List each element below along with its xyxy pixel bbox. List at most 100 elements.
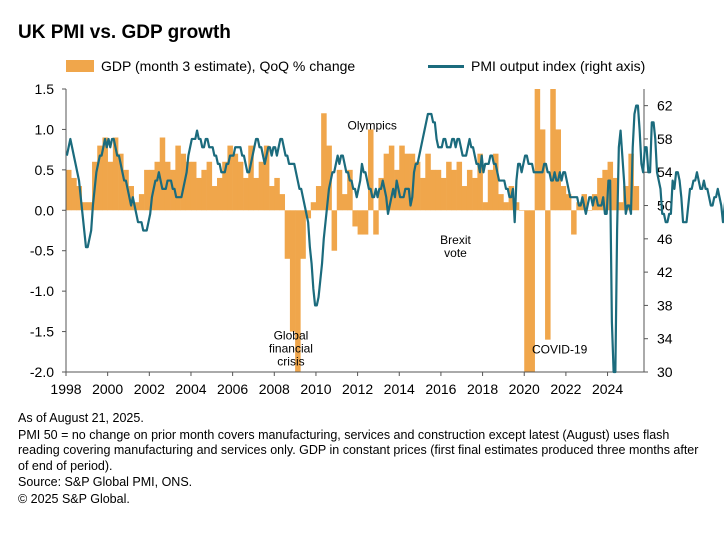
annotation-label: Global — [274, 329, 309, 343]
y-left-tick-label: 0.0 — [35, 202, 55, 218]
gdp-bar — [66, 169, 72, 211]
gdp-bars — [66, 89, 640, 372]
gdp-bar — [112, 137, 119, 211]
gdp-bar — [170, 169, 176, 211]
gdp-bar — [331, 210, 338, 251]
gdp-bar — [617, 202, 624, 211]
gdp-bar — [248, 145, 254, 211]
gdp-bar — [175, 145, 181, 211]
y-left-tick-label: 1.0 — [35, 121, 55, 137]
gdp-bar — [258, 161, 265, 211]
gdp-bar — [503, 202, 509, 211]
gdp-bar — [477, 153, 483, 211]
chart-axes: 1.51.00.50.0-0.5-1.0-1.5-2.0625854504642… — [30, 81, 673, 397]
legend-item-gdp: GDP (month 3 estimate), QoQ % change — [66, 58, 355, 74]
gdp-bar — [545, 210, 551, 340]
gdp-bar — [341, 194, 348, 211]
y-left-tick-label: -0.5 — [30, 243, 54, 259]
gdp-bar — [310, 202, 317, 211]
gdp-bar — [133, 202, 140, 211]
legend-swatch-pmi — [428, 64, 464, 68]
legend-label-pmi: PMI output index (right axis) — [471, 58, 646, 74]
gdp-bar — [430, 169, 437, 211]
gdp-bar — [597, 177, 603, 211]
legend-label-gdp: GDP (month 3 estimate), QoQ % change — [101, 58, 356, 74]
gdp-bar — [123, 169, 129, 211]
y-right-tick-label: 34 — [657, 331, 673, 347]
x-tick-label: 2004 — [175, 381, 206, 397]
gdp-bar — [456, 161, 463, 211]
x-tick-label: 2012 — [342, 381, 373, 397]
gdp-bar — [274, 177, 280, 211]
gdp-bar — [118, 153, 124, 211]
gdp-bar — [378, 177, 384, 211]
y-right-tick-label: 42 — [657, 264, 673, 280]
y-right-tick-label: 58 — [657, 131, 673, 147]
y-right-tick-label: 46 — [657, 231, 673, 247]
x-tick-label: 2020 — [509, 381, 540, 397]
gdp-bar — [326, 145, 332, 211]
annotation-label: Brexit — [440, 233, 471, 247]
gdp-bar — [591, 194, 598, 211]
gdp-bar — [446, 161, 452, 211]
gdp-bar — [399, 145, 405, 211]
gdp-bar — [571, 210, 577, 235]
gdp-bar — [86, 202, 93, 211]
gdp-bar — [149, 169, 155, 211]
pmi-line — [65, 104, 724, 374]
gdp-bar — [102, 137, 108, 211]
gdp-bar — [217, 177, 223, 211]
gdp-bar — [222, 161, 228, 211]
gdp-bar — [383, 153, 390, 211]
gdp-bar — [529, 210, 535, 372]
annotation-label: crisis — [277, 355, 304, 369]
gdp-bar — [513, 202, 520, 211]
gdp-bar — [555, 129, 561, 211]
gdp-bar — [237, 161, 244, 211]
gdp-bar — [263, 145, 270, 211]
footer-copyright: © 2025 S&P Global. — [18, 491, 130, 506]
gdp-bar — [295, 210, 301, 372]
y-right-tick-label: 38 — [657, 297, 673, 313]
gdp-bar — [461, 186, 468, 211]
annotation-label: vote — [444, 246, 467, 260]
gdp-bar — [586, 210, 593, 211]
gdp-bar — [269, 186, 275, 211]
gdp-bar — [425, 153, 431, 211]
gdp-bar — [498, 194, 504, 211]
gdp-bar — [440, 177, 447, 211]
gdp-bar — [472, 177, 478, 211]
gdp-bar — [128, 186, 134, 211]
gdp-bar — [466, 169, 473, 211]
x-tick-label: 2016 — [425, 381, 456, 397]
gdp-bar — [565, 194, 572, 211]
gdp-bar — [315, 186, 322, 211]
y-right-tick-label: 54 — [657, 164, 673, 180]
gdp-bar — [321, 113, 327, 211]
gdp-bar — [336, 169, 343, 211]
gdp-bar — [550, 89, 556, 211]
gdp-bar — [560, 186, 567, 211]
gdp-bar — [602, 169, 608, 211]
y-left-tick-label: 0.5 — [35, 162, 55, 178]
chart-title: UK PMI vs. GDP growth — [18, 22, 231, 43]
x-tick-label: 2024 — [592, 381, 623, 397]
gdp-bar — [71, 177, 77, 211]
gdp-bar — [633, 186, 640, 211]
gdp-bar — [211, 186, 218, 211]
gdp-bar — [414, 161, 421, 211]
legend-swatch-gdp — [66, 60, 94, 72]
gdp-bar — [81, 202, 88, 211]
y-left-tick-label: 1.5 — [35, 81, 55, 97]
annotation-label: financial — [269, 342, 313, 356]
gdp-bar — [206, 161, 213, 211]
gdp-bar — [373, 210, 379, 235]
footer-source: Source: S&P Global PMI, ONS. — [18, 475, 193, 489]
gdp-bar — [524, 210, 530, 372]
gdp-bar — [482, 202, 489, 211]
gdp-bar — [394, 169, 400, 211]
gdp-bar — [388, 145, 395, 211]
gdp-bar — [362, 210, 369, 235]
gdp-bar — [232, 153, 239, 211]
